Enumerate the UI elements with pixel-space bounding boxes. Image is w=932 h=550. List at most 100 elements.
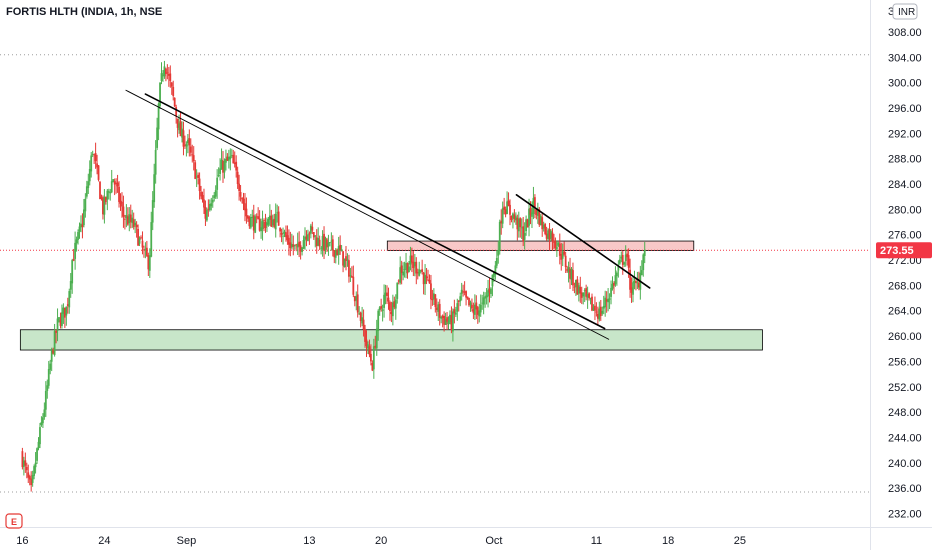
candle-body — [432, 293, 435, 300]
candle-body — [173, 97, 176, 107]
candle-body — [59, 319, 62, 326]
candle-body — [241, 197, 243, 200]
candle-body — [529, 207, 532, 215]
candle-body — [330, 240, 333, 242]
candle-body — [500, 220, 503, 224]
candle-body — [233, 162, 236, 165]
trendline-outer[interactable] — [125, 89, 610, 340]
candle-body — [307, 234, 309, 241]
candle-body — [323, 233, 325, 251]
trendlines-layer[interactable] — [125, 89, 651, 340]
candle-body — [501, 208, 504, 224]
y-tick-label: 256.00 — [888, 356, 922, 368]
candle-body — [630, 287, 633, 293]
price-axis[interactable]: 232.00 236.00 240.00 244.00 248.00 252.00 256.… — [870, 0, 932, 550]
candle-body — [387, 297, 390, 302]
candle-body — [88, 168, 91, 182]
candle-body — [353, 296, 356, 302]
candle-body — [370, 353, 372, 362]
candle-body — [222, 160, 224, 173]
candle-body — [99, 181, 101, 200]
candle-body — [80, 223, 82, 228]
x-tick-label: Sep — [177, 535, 197, 547]
candle-body — [312, 232, 315, 238]
candle-body — [113, 181, 116, 185]
candle-body — [49, 363, 52, 370]
candle-body — [104, 197, 107, 203]
candle-body — [539, 215, 542, 226]
candle-body — [583, 290, 586, 292]
events-badge[interactable] — [5, 513, 23, 529]
candle-body — [599, 306, 602, 317]
candle-body — [509, 204, 511, 215]
candle-body — [58, 317, 60, 320]
candle-body — [201, 195, 204, 200]
time-axis[interactable]: 16 24 Sep 13 20 Oct 11 18 25 E — [0, 513, 932, 547]
candle-body — [36, 448, 38, 461]
candle-body — [602, 305, 605, 309]
candle-body — [452, 311, 454, 332]
candle-body — [333, 250, 336, 258]
levels-layer — [0, 54, 870, 493]
candle-body — [345, 256, 347, 261]
candle-body — [563, 251, 566, 255]
candle-body — [175, 107, 178, 117]
candle-body — [128, 214, 131, 224]
candle-body — [368, 346, 371, 355]
candle-body — [160, 73, 163, 81]
candle-body — [374, 345, 377, 348]
currency-badge-label: INR — [898, 7, 915, 18]
candle-body — [170, 82, 173, 87]
candle-body — [295, 244, 298, 246]
candle-body — [580, 292, 583, 298]
candle-body — [277, 211, 280, 226]
candle-body — [39, 427, 41, 445]
candle-body — [594, 305, 596, 311]
candle-body — [210, 203, 213, 207]
candle-body — [211, 199, 214, 203]
candle-body — [236, 171, 239, 185]
candle-body — [119, 200, 122, 204]
trendline-short[interactable] — [515, 193, 651, 289]
candle-body — [55, 330, 57, 333]
candle-body — [517, 218, 520, 232]
candle-body — [586, 293, 589, 298]
last-price-label: 273.55 — [880, 245, 914, 257]
candle-body — [81, 224, 84, 228]
trendline-main[interactable] — [144, 93, 606, 330]
candle-body — [635, 280, 637, 283]
candle-body — [519, 218, 522, 228]
candle-body — [481, 302, 484, 304]
candle-body — [459, 296, 462, 302]
candle-body — [346, 259, 349, 261]
candle-body — [421, 269, 424, 273]
y-tick-label: 236.00 — [888, 483, 922, 495]
candle-body — [153, 174, 156, 203]
candle-body — [553, 241, 555, 243]
candle-body — [40, 422, 43, 425]
support-zone[interactable] — [19, 329, 763, 351]
candle-body — [495, 258, 498, 266]
candle-body — [620, 256, 623, 259]
candle-body — [270, 215, 273, 227]
candle-body — [490, 288, 492, 294]
candle-body — [329, 242, 331, 243]
candle-body — [229, 156, 232, 160]
y-tick-label: 264.00 — [888, 306, 922, 318]
candle-body — [227, 156, 230, 161]
candle-body — [447, 321, 450, 325]
candle-body — [78, 226, 81, 232]
candle-body — [441, 315, 444, 319]
candle-body — [28, 476, 31, 480]
candle-body — [247, 215, 249, 219]
candle-body — [453, 309, 456, 314]
candle-body — [50, 348, 53, 362]
candle-body — [286, 235, 289, 241]
currency-badge[interactable] — [892, 3, 918, 20]
candle-body — [279, 227, 282, 232]
candle-body — [491, 274, 494, 287]
candle-body — [390, 311, 393, 315]
candle-body — [52, 349, 55, 354]
x-tick-label: 25 — [734, 535, 746, 547]
